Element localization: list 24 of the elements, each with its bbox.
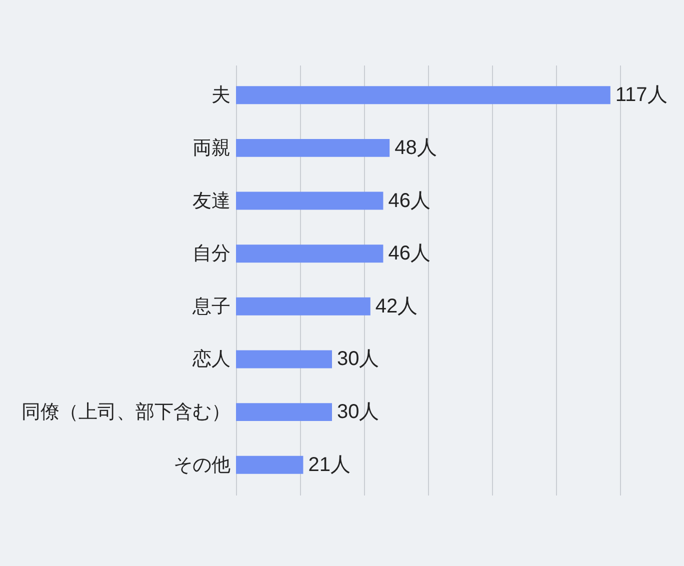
bar	[236, 192, 384, 210]
data-label: 30人	[337, 348, 380, 370]
bar	[236, 350, 332, 368]
y-tick-label: 恋人	[192, 348, 230, 370]
bar	[236, 244, 384, 263]
y-tick-label: その他	[174, 454, 230, 476]
y-tick-label: 息子	[192, 296, 230, 318]
bar	[236, 138, 390, 157]
y-tick-label: 夫	[212, 85, 230, 106]
data-label: 117人	[615, 84, 668, 106]
data-label: 48人	[394, 136, 437, 159]
y-tick-label: 同僚（上司、部下含む）	[22, 401, 230, 424]
y-tick-label: 友達	[192, 190, 230, 212]
data-label: 21人	[308, 454, 350, 476]
data-label: 30人	[337, 401, 380, 424]
bar	[236, 86, 610, 104]
y-tick-label: 自分	[192, 244, 230, 265]
data-label: 42人	[375, 295, 418, 318]
data-label: 46人	[388, 190, 430, 212]
bar	[236, 456, 304, 474]
bar	[236, 297, 370, 316]
y-tick-label: 両親	[192, 138, 230, 159]
bar	[236, 403, 332, 422]
data-label: 46人	[388, 242, 430, 265]
